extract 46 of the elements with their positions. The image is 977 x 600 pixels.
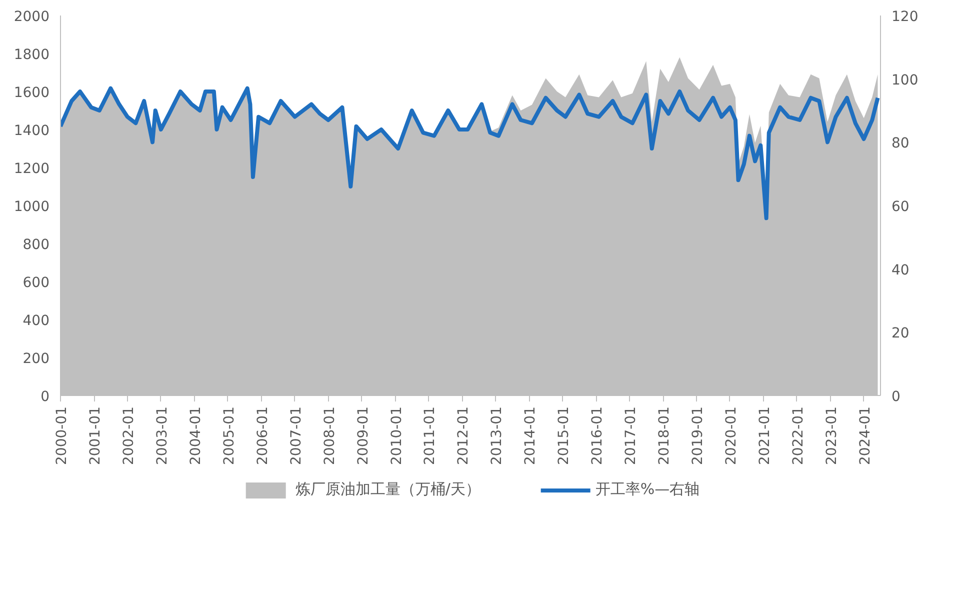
y-tick-label: 800 [22, 237, 50, 253]
x-tick-label: 2024-01 [857, 406, 874, 465]
x-tick-label: 2017-01 [623, 406, 640, 465]
y-tick-label: 1800 [14, 47, 50, 63]
x-tick-label: 2020-01 [723, 406, 740, 465]
y-tick-label: 1200 [14, 161, 50, 177]
legend-label: 炼厂原油加工量（万桶/天） [295, 480, 480, 499]
x-tick-label: 2000-01 [54, 406, 70, 465]
x-tick-label: 2009-01 [355, 406, 372, 465]
y-tick-label: 200 [22, 351, 50, 367]
y-tick-label: 1600 [14, 85, 50, 101]
y2-tick-label: 60 [892, 199, 910, 215]
y-tick-label: 2000 [14, 9, 50, 25]
x-tick-label: 2021-01 [756, 406, 773, 465]
x-tick-label: 2015-01 [556, 406, 572, 465]
y-tick-label: 600 [22, 275, 50, 291]
x-tick-label: 2010-01 [388, 406, 405, 465]
y2-tick-label: 0 [892, 389, 900, 405]
y-tick-label: 1000 [14, 199, 50, 215]
x-tick-label: 2004-01 [188, 406, 204, 465]
y2-tick-label: 20 [892, 326, 910, 342]
legend-label: 开工率%—右轴 [595, 480, 700, 499]
y2-tick-label: 80 [892, 136, 910, 152]
x-tick-label: 2016-01 [590, 406, 606, 465]
x-tick-label: 2008-01 [322, 406, 338, 465]
x-tick-label: 2003-01 [154, 406, 170, 465]
x-tick-label: 2019-01 [690, 406, 706, 465]
line-series [60, 86, 880, 220]
y2-tick-label: 100 [892, 72, 918, 88]
x-tick-label: 2007-01 [288, 406, 304, 465]
x-tick-label: 2013-01 [489, 406, 506, 465]
y-tick-label: 1400 [14, 123, 50, 139]
x-tick-label: 2001-01 [88, 406, 104, 465]
x-tick-label: 2012-01 [456, 406, 472, 465]
y2-tick-label: 40 [892, 262, 910, 278]
y-tick-label: 400 [22, 313, 50, 329]
x-tick-label: 2022-01 [790, 406, 806, 465]
x-tick-label: 2023-01 [824, 406, 840, 465]
y2-tick-label: 120 [892, 9, 918, 25]
x-tick-label: 2014-01 [522, 406, 539, 465]
x-tick-label: 2011-01 [422, 406, 438, 465]
y-tick-label: 0 [40, 389, 50, 405]
x-tick-label: 2002-01 [120, 406, 137, 465]
x-tick-label: 2005-01 [221, 406, 238, 465]
x-tick-label: 2018-01 [656, 406, 673, 465]
x-tick-label: 2006-01 [254, 406, 271, 465]
